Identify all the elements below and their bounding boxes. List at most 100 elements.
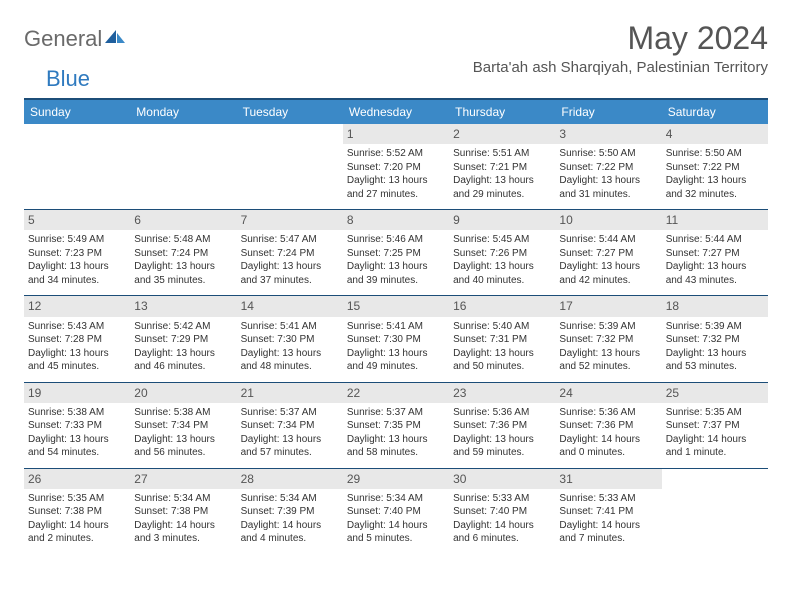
daylight-text: Daylight: 13 hours bbox=[559, 347, 657, 361]
sunrise-text: Sunrise: 5:38 AM bbox=[28, 406, 126, 420]
sunset-text: Sunset: 7:29 PM bbox=[134, 333, 232, 347]
sunset-text: Sunset: 7:24 PM bbox=[134, 247, 232, 261]
daylight-text: Daylight: 13 hours bbox=[134, 347, 232, 361]
daylight-text: Daylight: 14 hours bbox=[241, 519, 339, 533]
daylight-text: Daylight: 13 hours bbox=[453, 433, 551, 447]
sunrise-text: Sunrise: 5:44 AM bbox=[666, 233, 764, 247]
calendar-header-row: Sunday Monday Tuesday Wednesday Thursday… bbox=[24, 99, 768, 124]
sunset-text: Sunset: 7:22 PM bbox=[559, 161, 657, 175]
daylight-text: Daylight: 14 hours bbox=[559, 519, 657, 533]
daylight-text: Daylight: 14 hours bbox=[28, 519, 126, 533]
day-number: 23 bbox=[449, 383, 555, 403]
sunset-text: Sunset: 7:38 PM bbox=[28, 505, 126, 519]
calendar-week-row: 5Sunrise: 5:49 AMSunset: 7:23 PMDaylight… bbox=[24, 210, 768, 296]
day-number: 6 bbox=[130, 210, 236, 230]
calendar-day-cell: 12 Sunrise: 5:43 AMSunset: 7:28 PMDayligh… bbox=[24, 296, 130, 382]
sunrise-text: Sunrise: 5:41 AM bbox=[241, 320, 339, 334]
day-number: 31 bbox=[555, 469, 661, 489]
calendar-day-cell: 20Sunrise: 5:38 AMSunset: 7:34 PMDayligh… bbox=[130, 382, 236, 468]
daylight-text: and 49 minutes. bbox=[347, 360, 445, 374]
day-number: 15 bbox=[343, 296, 449, 316]
daylight-text: and 39 minutes. bbox=[347, 274, 445, 288]
daylight-text: Daylight: 13 hours bbox=[241, 260, 339, 274]
daylight-text: Daylight: 14 hours bbox=[134, 519, 232, 533]
sunset-text: Sunset: 7:28 PM bbox=[28, 333, 126, 347]
day-number: 17 bbox=[555, 296, 661, 316]
day-number: 2 bbox=[449, 124, 555, 144]
day-number-empty bbox=[24, 124, 130, 144]
calendar-week-row: 26Sunrise: 5:35 AMSunset: 7:38 PMDayligh… bbox=[24, 468, 768, 554]
calendar-day-cell: 8Sunrise: 5:46 AMSunset: 7:25 PMDaylight… bbox=[343, 210, 449, 296]
daylight-text: and 50 minutes. bbox=[453, 360, 551, 374]
daylight-text: and 6 minutes. bbox=[453, 532, 551, 546]
daylight-text: Daylight: 13 hours bbox=[241, 347, 339, 361]
sunset-text: Sunset: 7:27 PM bbox=[666, 247, 764, 261]
sunrise-text: Sunrise: 5:46 AM bbox=[347, 233, 445, 247]
sunrise-text: Sunrise: 5:36 AM bbox=[559, 406, 657, 420]
daylight-text: Daylight: 13 hours bbox=[347, 433, 445, 447]
sunset-text: Sunset: 7:23 PM bbox=[28, 247, 126, 261]
sunset-text: Sunset: 7:30 PM bbox=[241, 333, 339, 347]
daylight-text: and 45 minutes. bbox=[28, 360, 126, 374]
sunset-text: Sunset: 7:32 PM bbox=[559, 333, 657, 347]
sunrise-text: Sunrise: 5:39 AM bbox=[666, 320, 764, 334]
sunrise-text: Sunrise: 5:38 AM bbox=[134, 406, 232, 420]
daylight-text: Daylight: 13 hours bbox=[559, 260, 657, 274]
sunrise-text: Sunrise: 5:36 AM bbox=[453, 406, 551, 420]
sunset-text: Sunset: 7:27 PM bbox=[559, 247, 657, 261]
daylight-text: and 53 minutes. bbox=[666, 360, 764, 374]
sunrise-text: Sunrise: 5:52 AM bbox=[347, 147, 445, 161]
daylight-text: Daylight: 14 hours bbox=[347, 519, 445, 533]
sunrise-text: Sunrise: 5:42 AM bbox=[134, 320, 232, 334]
calendar-day-cell: 31Sunrise: 5:33 AMSunset: 7:41 PMDayligh… bbox=[555, 468, 661, 554]
daylight-text: and 59 minutes. bbox=[453, 446, 551, 460]
calendar-day-cell: 21Sunrise: 5:37 AMSunset: 7:34 PMDayligh… bbox=[237, 382, 343, 468]
sunrise-text: Sunrise: 5:47 AM bbox=[241, 233, 339, 247]
day-number: 14 bbox=[237, 296, 343, 316]
sunset-text: Sunset: 7:21 PM bbox=[453, 161, 551, 175]
sunset-text: Sunset: 7:36 PM bbox=[453, 419, 551, 433]
day-number: 16 bbox=[449, 296, 555, 316]
day-number: 12 bbox=[24, 296, 130, 316]
day-number: 9 bbox=[449, 210, 555, 230]
daylight-text: Daylight: 13 hours bbox=[28, 433, 126, 447]
calendar-day-cell: 15Sunrise: 5:41 AMSunset: 7:30 PMDayligh… bbox=[343, 296, 449, 382]
sunset-text: Sunset: 7:33 PM bbox=[28, 419, 126, 433]
sunrise-text: Sunrise: 5:51 AM bbox=[453, 147, 551, 161]
calendar-day-cell: 10Sunrise: 5:44 AMSunset: 7:27 PMDayligh… bbox=[555, 210, 661, 296]
sunrise-text: Sunrise: 5:50 AM bbox=[559, 147, 657, 161]
calendar-day-cell bbox=[24, 124, 130, 210]
sunrise-text: Sunrise: 5:37 AM bbox=[347, 406, 445, 420]
sunset-text: Sunset: 7:22 PM bbox=[666, 161, 764, 175]
sunrise-text: Sunrise: 5:49 AM bbox=[28, 233, 126, 247]
sunset-text: Sunset: 7:20 PM bbox=[347, 161, 445, 175]
daylight-text: Daylight: 13 hours bbox=[28, 260, 126, 274]
daylight-text: and 3 minutes. bbox=[134, 532, 232, 546]
calendar-day-cell: 29Sunrise: 5:34 AMSunset: 7:40 PMDayligh… bbox=[343, 468, 449, 554]
day-header: Monday bbox=[130, 99, 236, 124]
day-number: 13 bbox=[130, 296, 236, 316]
sunrise-text: Sunrise: 5:43 AM bbox=[28, 320, 126, 334]
day-number: 3 bbox=[555, 124, 661, 144]
sunrise-text: Sunrise: 5:34 AM bbox=[241, 492, 339, 506]
daylight-text: Daylight: 13 hours bbox=[28, 347, 126, 361]
daylight-text: and 29 minutes. bbox=[453, 188, 551, 202]
day-header: Saturday bbox=[662, 99, 768, 124]
day-header: Sunday bbox=[24, 99, 130, 124]
daylight-text: Daylight: 13 hours bbox=[241, 433, 339, 447]
daylight-text: and 27 minutes. bbox=[347, 188, 445, 202]
sunrise-text: Sunrise: 5:33 AM bbox=[453, 492, 551, 506]
calendar-week-row: 19Sunrise: 5:38 AMSunset: 7:33 PMDayligh… bbox=[24, 382, 768, 468]
daylight-text: Daylight: 13 hours bbox=[453, 174, 551, 188]
calendar-day-cell: 16Sunrise: 5:40 AMSunset: 7:31 PMDayligh… bbox=[449, 296, 555, 382]
day-number: 11 bbox=[662, 210, 768, 230]
sunrise-text: Sunrise: 5:50 AM bbox=[666, 147, 764, 161]
daylight-text: and 52 minutes. bbox=[559, 360, 657, 374]
day-number: 20 bbox=[130, 383, 236, 403]
day-number: 8 bbox=[343, 210, 449, 230]
day-header: Tuesday bbox=[237, 99, 343, 124]
sunset-text: Sunset: 7:31 PM bbox=[453, 333, 551, 347]
day-number-empty bbox=[662, 469, 768, 489]
day-number: 30 bbox=[449, 469, 555, 489]
calendar-day-cell: 9Sunrise: 5:45 AMSunset: 7:26 PMDaylight… bbox=[449, 210, 555, 296]
